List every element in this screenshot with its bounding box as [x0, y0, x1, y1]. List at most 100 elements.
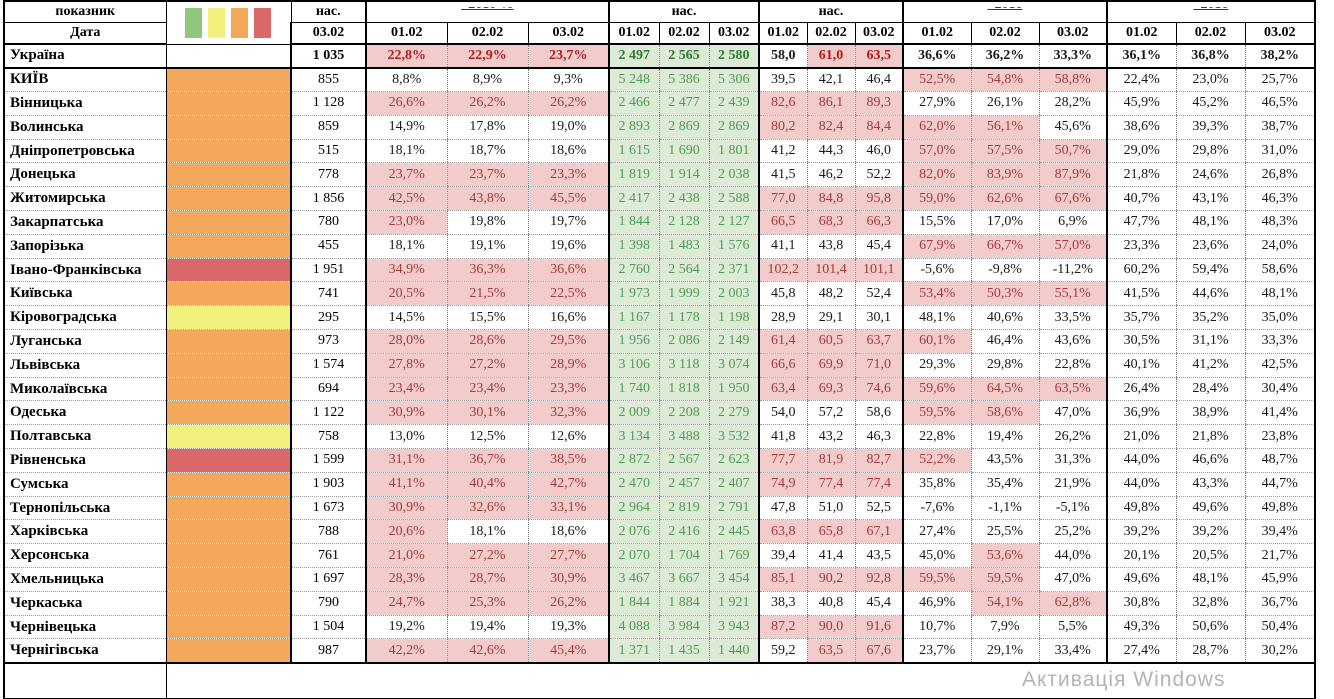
hosp-value: 87,2	[758, 615, 807, 640]
hosp-value: 80,2	[758, 115, 807, 140]
pct3-value: 45,9%	[1244, 567, 1315, 592]
pct2-value: -7,6%	[902, 496, 971, 521]
hosp-value: 60,5	[806, 329, 855, 354]
tests-value: 1 950	[708, 377, 759, 402]
hosp-value: 81,9	[806, 448, 855, 473]
pct2-value: -1,1%	[970, 496, 1039, 521]
pct3-value: 50,4%	[1244, 615, 1315, 640]
group1-header-clipped[interactable]: _2010 %	[365, 0, 610, 23]
status-color-cell	[165, 329, 291, 354]
status-color-cell	[165, 353, 291, 378]
pct1-value: 27,2%	[446, 543, 528, 569]
tests-value: 1 740	[608, 377, 659, 402]
pct1-value: 36,6%	[527, 258, 609, 283]
pct3-value: 24,6%	[1175, 162, 1245, 188]
region-name: КИЇВ	[3, 67, 167, 93]
nas-group-header: нас.	[290, 0, 367, 23]
status-color-cell	[165, 448, 291, 473]
population-value: 1 504	[290, 615, 366, 640]
pct3-value: 46,3%	[1244, 186, 1315, 212]
empty-cell	[3, 661, 167, 699]
pct3-value: 31,0%	[1244, 139, 1315, 164]
pct1-value: 18,6%	[527, 519, 609, 545]
pct3-value: 38,2%	[1244, 44, 1315, 69]
tests-value: 1 801	[708, 139, 759, 164]
hosp-value: 39,4	[758, 543, 807, 569]
pct1-value: 43,8%	[446, 186, 528, 212]
table-row: Чернівецька 1 504 19,2% 19,4% 19,3% 4 088 3 98…	[3, 615, 1315, 640]
pct3-value: 48,1%	[1175, 210, 1245, 235]
pct1-value: 8,9%	[446, 67, 528, 93]
pct1-value: 24,7%	[365, 591, 447, 616]
group1-link-fragment[interactable]: _2010 %	[369, 7, 606, 13]
pct3-value: 29,8%	[1175, 139, 1245, 164]
pct1-value: 22,5%	[527, 281, 609, 307]
hosp-value: 77,4	[854, 472, 903, 497]
hosp-value: 102,2	[758, 258, 807, 283]
pct3-value: 21,8%	[1106, 162, 1176, 188]
hosp-value: 92,8	[854, 567, 903, 592]
region-name: Львівська	[3, 353, 167, 378]
pct2-value: 57,0%	[902, 139, 971, 164]
region-name: Закарпатська	[3, 210, 167, 235]
pct2-value: -5,1%	[1038, 496, 1107, 521]
pct1-value: 29,5%	[527, 329, 609, 354]
status-color-cell	[165, 638, 291, 664]
pct3-value: 35,7%	[1106, 305, 1176, 331]
pct3-value: 45,2%	[1175, 91, 1245, 116]
pct3-value: 41,5%	[1106, 281, 1176, 307]
status-color-cell	[165, 615, 291, 640]
tests-value: 3 454	[708, 567, 759, 592]
windows-activation-watermark: Активація Windows	[1022, 668, 1226, 691]
pct1-value: 19,3%	[527, 615, 609, 640]
pct3-value: 24,0%	[1244, 234, 1315, 259]
legend-swatch-3	[254, 7, 272, 38]
hosp-value: 74,9	[758, 472, 807, 497]
pct3-value: 39,3%	[1175, 115, 1245, 140]
pct1-value: 17,8%	[446, 115, 528, 140]
pct1-value: 30,9%	[527, 567, 609, 592]
tests-value: 2 588	[708, 186, 759, 212]
status-color-cell	[165, 186, 291, 212]
region-name: Україна	[3, 44, 167, 69]
group5-header-clipped[interactable]: _2010	[1106, 0, 1316, 23]
pct1-value: 23,3%	[527, 377, 609, 402]
pct1-value: 26,2%	[527, 91, 609, 116]
hosp-value: 66,5	[758, 210, 807, 235]
pct1-value: 42,6%	[446, 638, 528, 664]
tests-value: 2 623	[708, 448, 759, 473]
pct2-value: 35,4%	[970, 472, 1039, 497]
pct3-value: 23,0%	[1175, 67, 1245, 93]
pct3-value: 33,3%	[1244, 329, 1315, 354]
table-row: Житомирська 1 856 42,5% 43,8% 45,5% 2 417 2 43…	[3, 186, 1315, 212]
pct1-value: 32,3%	[527, 400, 609, 426]
pct1-value: 36,7%	[446, 448, 528, 473]
group5-link-fragment[interactable]: _2010	[1110, 7, 1312, 13]
pct1-value: 28,6%	[446, 329, 528, 354]
table-row: Одеська 1 122 30,9% 30,1% 32,3% 2 009 2 208 2 2…	[3, 400, 1315, 426]
hosp-value: 67,1	[854, 519, 903, 545]
group4-header-clipped[interactable]: _2010	[902, 0, 1108, 23]
empty-cell	[166, 661, 1316, 699]
pct2-value: 57,5%	[970, 139, 1039, 164]
pct3-value: 44,7%	[1244, 472, 1315, 497]
hosp-value: 43,5	[854, 543, 903, 569]
pct1-value: 22,9%	[446, 44, 528, 69]
pct3-value: 32,8%	[1175, 591, 1245, 616]
hosp-value: 41,1	[758, 234, 807, 259]
hosp-value: 45,4	[854, 234, 903, 259]
hosp-value: 52,5	[854, 496, 903, 521]
pct1-value: 22,8%	[365, 44, 447, 69]
pct1-value: 18,1%	[446, 519, 528, 545]
tests-value: 1 844	[608, 210, 659, 235]
hosp-value: 77,4	[806, 472, 855, 497]
group4-link-fragment[interactable]: _2010	[906, 7, 1104, 13]
status-color-cell	[165, 591, 291, 616]
hosp-value: 46,0	[854, 139, 903, 164]
tests-value: 2 417	[608, 186, 659, 212]
hosp-value: 67,6	[854, 638, 903, 664]
pct1-value: 12,6%	[527, 424, 609, 450]
date-col-header: 03.02	[854, 21, 904, 45]
status-color-cell	[165, 424, 291, 450]
pct1-value: 45,5%	[527, 186, 609, 212]
